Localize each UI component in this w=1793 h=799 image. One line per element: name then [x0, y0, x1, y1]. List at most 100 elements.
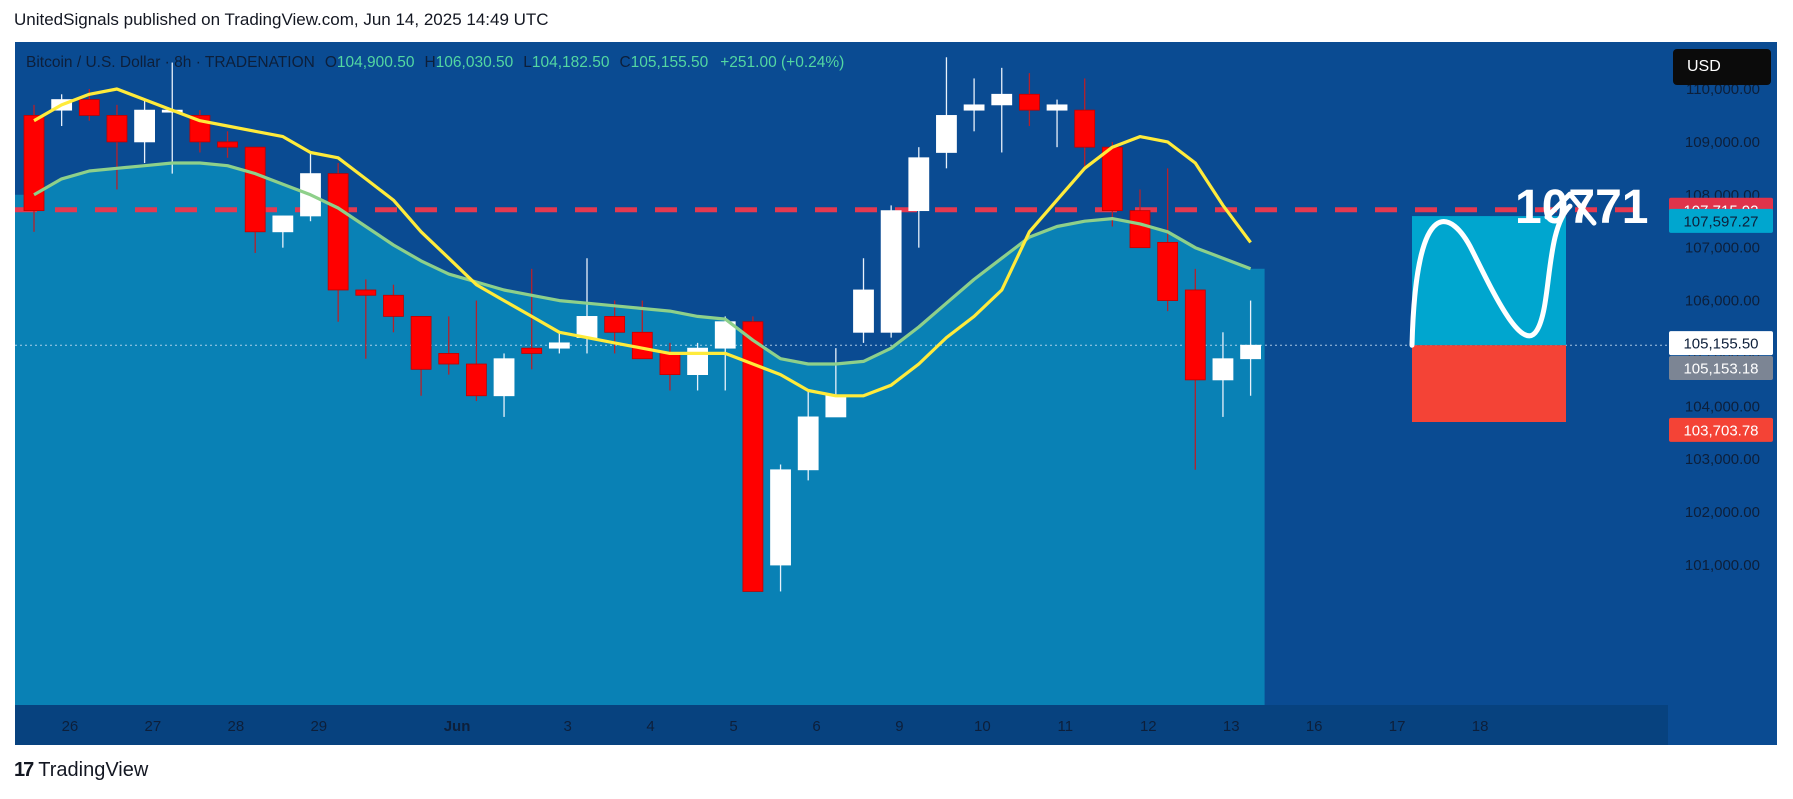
y-tick-label: 102,000.00: [1685, 504, 1760, 521]
candle-body: [1074, 109, 1096, 148]
x-tick-label: 28: [228, 718, 245, 735]
candle-body: [742, 321, 764, 592]
candle-body: [465, 363, 487, 397]
candle-body: [217, 141, 238, 148]
x-tick-label: 18: [1472, 718, 1489, 735]
tradingview-logo-mark: 17: [14, 759, 34, 781]
candle: [853, 258, 874, 343]
low-value: 104,182.50: [531, 54, 610, 71]
candle: [1046, 99, 1068, 148]
candle-body: [880, 210, 902, 333]
open-value: 104,900.50: [336, 54, 415, 71]
candle-body: [244, 146, 266, 233]
candle: [880, 205, 902, 338]
x-tick-label: 29: [310, 718, 327, 735]
candle-body: [23, 115, 45, 212]
x-tick-label: 6: [812, 718, 820, 735]
candle: [548, 332, 570, 354]
candle: [410, 316, 432, 396]
symbol-ohlc-legend: Bitcoin / U.S. Dollar · 8h · TRADENATION…: [26, 54, 844, 72]
y-tick-label: 107,000.00: [1685, 240, 1760, 257]
x-tick-label: 13: [1223, 718, 1240, 735]
candle: [23, 104, 45, 232]
x-tick-label: 16: [1306, 718, 1323, 735]
x-tick-label: 17: [1389, 718, 1406, 735]
candle: [1184, 268, 1206, 470]
stop-price-tag: 103,703.78: [1683, 422, 1758, 439]
x-tick-label: 26: [62, 718, 79, 735]
high-label: H: [424, 54, 436, 71]
candle: [797, 390, 819, 481]
target-price-tag-bg: [1669, 208, 1773, 233]
x-tick-label: 10: [974, 718, 991, 735]
candle: [659, 342, 681, 391]
candle-body: [1157, 241, 1179, 301]
candle: [742, 316, 764, 592]
candle-body: [825, 395, 847, 418]
candle-body: [78, 99, 100, 116]
candle: [383, 284, 404, 333]
candle: [217, 131, 238, 158]
y-tick-label: 101,000.00: [1685, 557, 1760, 574]
y-tick-label: 104,000.00: [1685, 398, 1760, 415]
candle: [1212, 332, 1234, 417]
candle-body: [576, 316, 598, 338]
y-tick-label: 103,000.00: [1685, 451, 1760, 468]
candle-body: [493, 358, 515, 397]
tradingview-logo-text: TradingView: [38, 759, 149, 781]
candle: [991, 67, 1013, 153]
candle-body: [604, 316, 626, 333]
projection-arrowhead: [1544, 191, 1597, 226]
candle: [134, 99, 156, 164]
x-tick-label: 12: [1140, 718, 1157, 735]
candle-body: [991, 93, 1013, 106]
candle-body: [521, 347, 543, 354]
candle: [327, 163, 349, 322]
x-tick-label: 5: [729, 718, 737, 735]
currency-button[interactable]: USD: [1673, 49, 1771, 85]
x-tick-label: 3: [563, 718, 571, 735]
candle-body: [1212, 358, 1234, 381]
candle: [272, 215, 294, 248]
x-axis-strip: [15, 705, 1668, 745]
stop-zone-box: [1412, 345, 1566, 423]
candle-body: [908, 157, 930, 212]
candle: [161, 62, 183, 174]
candle: [1157, 168, 1179, 312]
candle-body: [1101, 146, 1123, 212]
candle: [521, 268, 543, 370]
candle-body: [1046, 104, 1068, 111]
candle: [244, 146, 266, 253]
candle-body: [1019, 93, 1040, 111]
candle-body: [1129, 210, 1151, 249]
candle-body: [797, 416, 819, 471]
ema-slow-line: [33, 161, 1252, 366]
ema-fast-line: [33, 87, 1252, 398]
candle: [106, 104, 128, 190]
candle-body: [410, 316, 432, 370]
candle: [465, 300, 487, 402]
y-tick-label: 106,000.00: [1685, 293, 1760, 310]
candle: [1240, 300, 1261, 396]
x-tick-label: 9: [895, 718, 903, 735]
candle: [438, 316, 460, 375]
candle-body: [383, 294, 404, 317]
candle: [1019, 73, 1040, 127]
candle-body: [438, 353, 460, 365]
candle: [493, 353, 515, 417]
secondary-price-tag: 105,153.18: [1683, 360, 1758, 377]
change-value: +251.00 (+0.24%): [720, 54, 845, 71]
candle-body: [1240, 344, 1261, 360]
candle-body: [272, 215, 294, 233]
candle-body: [963, 104, 985, 111]
candle: [1074, 78, 1096, 169]
tradingview-logo[interactable]: 17 TradingView: [14, 759, 148, 782]
candle-body: [327, 173, 349, 291]
candle: [936, 57, 957, 169]
y-tick-label: 109,000.00: [1685, 134, 1760, 151]
candle: [770, 464, 791, 592]
y-axis-strip: [1668, 42, 1777, 745]
x-tick-label: 27: [145, 718, 162, 735]
secondary-price-tag-bg: [1669, 355, 1773, 380]
